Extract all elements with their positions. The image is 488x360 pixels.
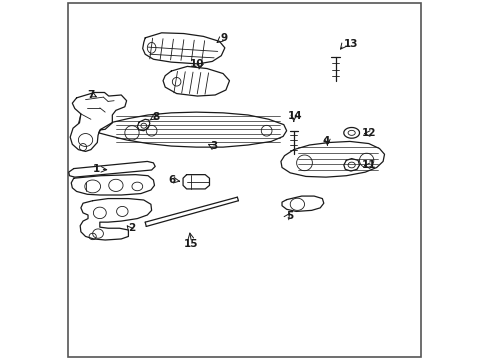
Text: 11: 11 [362,160,376,170]
Text: 1: 1 [92,163,100,174]
Text: 9: 9 [220,33,227,43]
Text: 13: 13 [343,39,358,49]
Text: 4: 4 [322,136,330,146]
Text: 7: 7 [87,90,95,100]
Text: 10: 10 [190,59,204,69]
Text: 5: 5 [286,211,293,221]
Text: 6: 6 [168,175,176,185]
Text: 2: 2 [128,223,135,233]
Text: 14: 14 [287,111,302,121]
Text: 8: 8 [152,112,159,122]
Text: 3: 3 [210,141,217,151]
Text: 12: 12 [362,128,376,138]
Text: 15: 15 [183,239,198,249]
